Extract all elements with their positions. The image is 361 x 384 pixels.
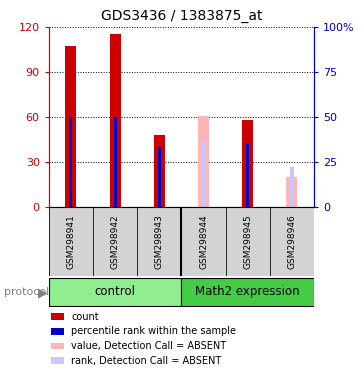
Bar xyxy=(270,207,314,276)
Text: ▶: ▶ xyxy=(38,286,48,300)
Title: GDS3436 / 1383875_at: GDS3436 / 1383875_at xyxy=(101,9,262,23)
Text: percentile rank within the sample: percentile rank within the sample xyxy=(71,326,236,336)
Text: GSM298942: GSM298942 xyxy=(110,215,119,269)
Bar xyxy=(202,141,205,207)
Text: count: count xyxy=(71,312,99,322)
Text: GSM298941: GSM298941 xyxy=(66,215,75,269)
Bar xyxy=(109,35,121,207)
Bar xyxy=(290,167,293,207)
Text: control: control xyxy=(95,285,136,298)
Text: GSM298943: GSM298943 xyxy=(155,215,164,269)
Bar xyxy=(246,143,249,207)
Text: GSM298944: GSM298944 xyxy=(199,215,208,269)
Text: Math2 expression: Math2 expression xyxy=(195,285,300,298)
Bar xyxy=(49,207,93,276)
Bar xyxy=(286,177,297,207)
Text: protocol: protocol xyxy=(4,287,49,297)
Bar xyxy=(49,278,181,306)
Bar xyxy=(226,207,270,276)
Bar xyxy=(158,147,161,207)
Text: GSM298946: GSM298946 xyxy=(287,215,296,269)
Text: value, Detection Call = ABSENT: value, Detection Call = ABSENT xyxy=(71,341,227,351)
Bar xyxy=(181,207,226,276)
Bar xyxy=(93,207,137,276)
Bar xyxy=(69,117,73,207)
Bar xyxy=(113,117,117,207)
Text: rank, Detection Call = ABSENT: rank, Detection Call = ABSENT xyxy=(71,356,222,366)
Text: GSM298945: GSM298945 xyxy=(243,215,252,269)
Bar xyxy=(181,278,314,306)
Bar xyxy=(242,120,253,207)
Bar xyxy=(65,46,77,207)
Bar xyxy=(154,135,165,207)
Bar xyxy=(198,116,209,207)
Bar xyxy=(137,207,182,276)
